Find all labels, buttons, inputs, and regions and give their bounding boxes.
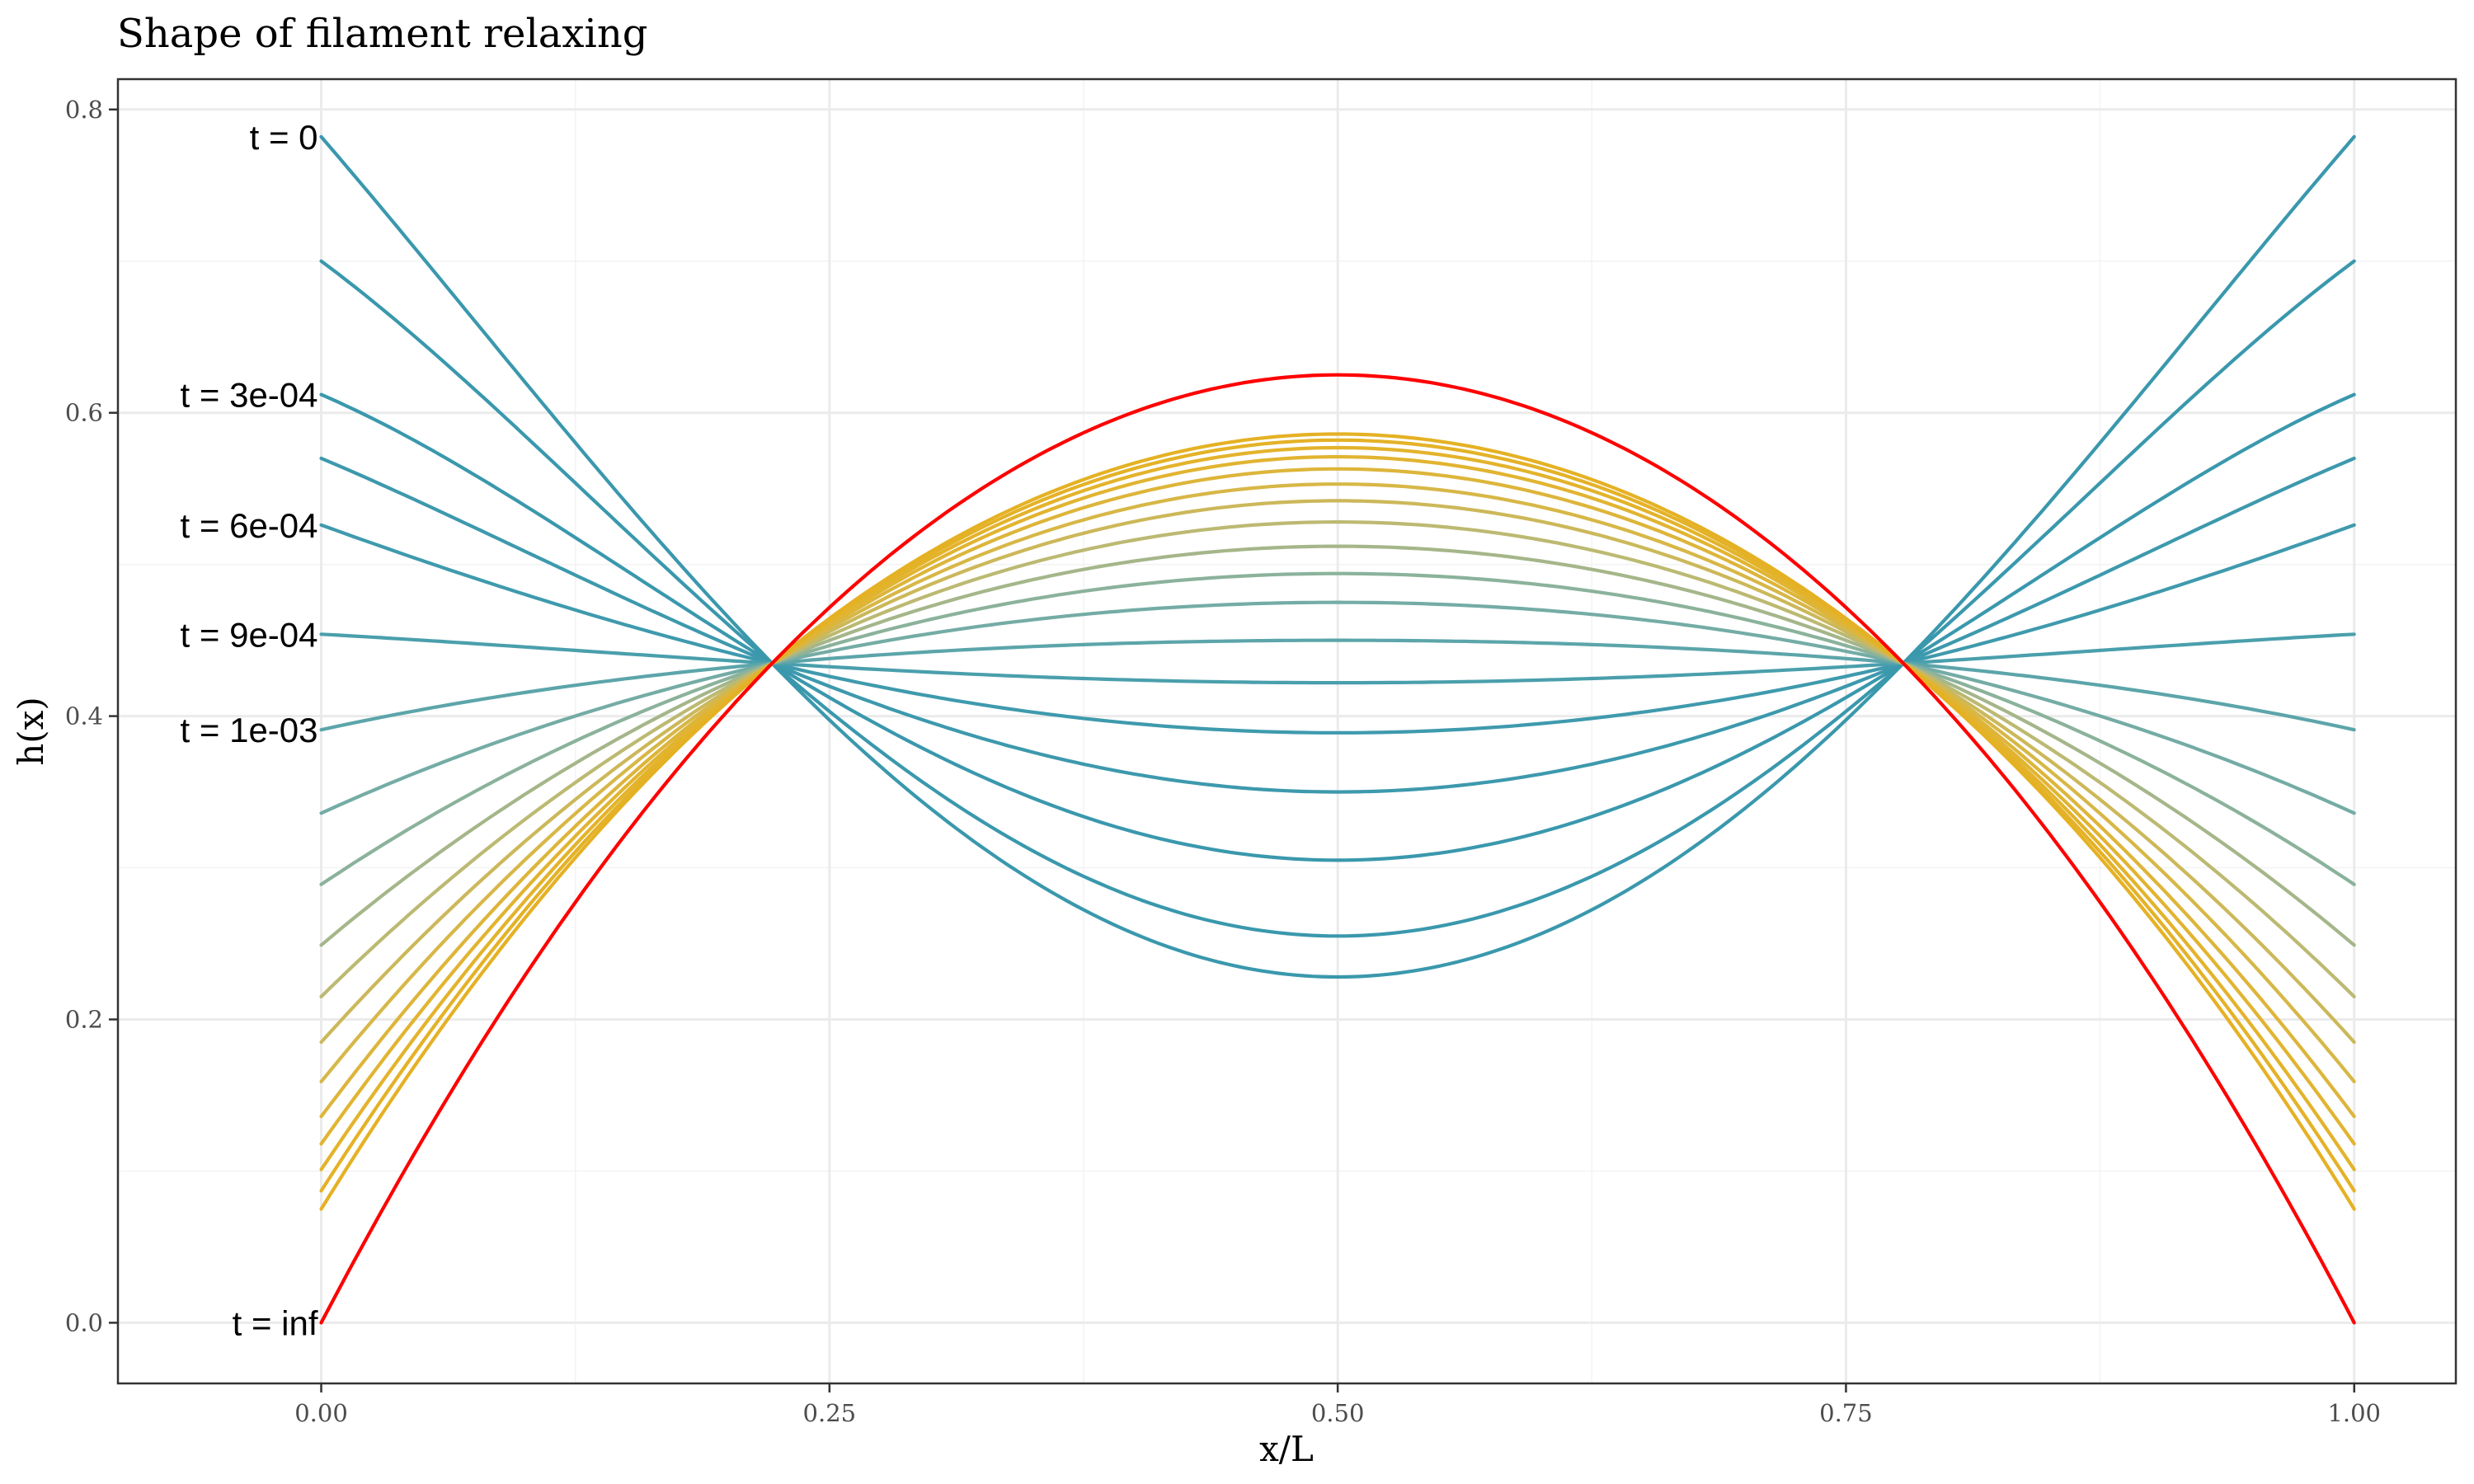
curve-label: t = 3e-04 <box>181 376 318 415</box>
series-line <box>319 392 2356 862</box>
curve-label: t = inf <box>233 1303 318 1342</box>
x-axis-title: x/L <box>1259 1429 1314 1469</box>
series-line <box>319 632 2356 685</box>
curve-label: t = 1e-03 <box>181 711 318 749</box>
series-line <box>319 544 2356 947</box>
series-line <box>319 456 2356 794</box>
x-tick-label: 0.25 <box>803 1399 857 1427</box>
series-line <box>319 438 2356 1193</box>
series-line <box>319 432 2356 1211</box>
series-line <box>319 134 2356 979</box>
series-line <box>319 499 2356 1045</box>
series-line <box>319 454 2356 1146</box>
curve-labels: t = 0 t = 3e-04 t = 6e-04 t = 9e-04 t = 1e-0… <box>181 118 318 1343</box>
x-tick-label: 0.50 <box>1311 1399 1365 1427</box>
series-line <box>319 482 2356 1084</box>
x-tick-label: 1.00 <box>2327 1399 2381 1427</box>
series-line <box>319 600 2356 815</box>
curve-label: t = 9e-04 <box>181 615 318 654</box>
series-line <box>319 373 2356 1325</box>
y-tick-label: 0.8 <box>65 96 103 124</box>
series-line <box>319 445 2356 1172</box>
plot-panel-border <box>116 77 2458 1385</box>
y-tick-label: 0.6 <box>65 399 103 427</box>
x-tick-label: 0.75 <box>1819 1399 1873 1427</box>
series-line <box>319 523 2356 735</box>
chart-title: Shape of filament relaxing <box>117 11 647 57</box>
series-line <box>319 259 2356 938</box>
y-tick-label: 0.4 <box>65 702 103 730</box>
series-line <box>319 519 2356 999</box>
y-tick-label: 0.0 <box>65 1308 103 1336</box>
series-line <box>319 467 2356 1119</box>
y-axis-title: h(x) <box>11 697 51 766</box>
series-lines <box>319 134 2356 1325</box>
curve-label: t = 6e-04 <box>181 506 318 545</box>
series-line <box>319 638 2356 732</box>
y-tick-label: 0.2 <box>65 1006 103 1034</box>
x-tick-label: 0.00 <box>294 1399 348 1427</box>
curve-label: t = 0 <box>250 118 318 157</box>
series-line <box>319 571 2356 886</box>
axis-ticks: 0.00 0.25 0.50 0.75 1.00 0.0 0.2 0.4 0.6 0.8 <box>65 96 2381 1427</box>
